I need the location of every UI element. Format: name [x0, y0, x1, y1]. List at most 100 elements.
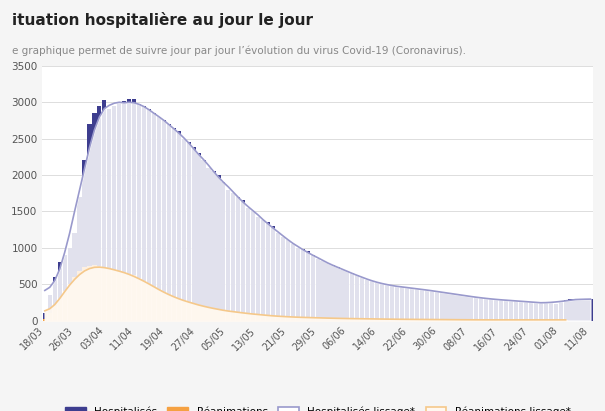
Bar — [375, 319, 379, 321]
Bar — [425, 290, 429, 321]
Bar — [73, 277, 77, 321]
Bar — [211, 171, 215, 321]
Bar — [350, 319, 355, 321]
Bar — [137, 104, 141, 321]
Bar — [296, 248, 300, 321]
Bar — [286, 317, 290, 321]
Bar — [405, 288, 409, 321]
Bar — [82, 268, 87, 321]
Bar — [469, 297, 474, 321]
Bar — [519, 301, 523, 321]
Bar — [48, 313, 52, 321]
Bar — [538, 303, 543, 321]
Bar — [509, 300, 513, 321]
Bar — [117, 102, 122, 321]
Bar — [221, 182, 226, 321]
Bar — [489, 299, 493, 321]
Bar — [365, 319, 369, 321]
Bar — [563, 320, 567, 321]
Bar — [360, 319, 364, 321]
Bar — [325, 318, 330, 321]
Bar — [355, 319, 359, 321]
Bar — [157, 290, 161, 321]
Bar — [77, 271, 82, 321]
Bar — [385, 319, 389, 321]
Bar — [330, 318, 335, 321]
Bar — [306, 252, 310, 321]
Bar — [201, 306, 206, 321]
Bar — [454, 320, 459, 321]
Bar — [256, 315, 260, 321]
Bar — [321, 261, 325, 321]
Bar — [241, 201, 246, 321]
Bar — [390, 319, 394, 321]
Bar — [321, 318, 325, 321]
Bar — [400, 287, 404, 321]
Bar — [142, 281, 146, 321]
Bar — [276, 316, 280, 321]
Bar — [132, 99, 136, 321]
Bar — [306, 318, 310, 321]
Bar — [325, 263, 330, 321]
Bar — [206, 168, 211, 321]
Bar — [226, 189, 231, 321]
Bar — [310, 318, 315, 321]
Bar — [554, 304, 558, 321]
Bar — [405, 319, 409, 321]
Bar — [430, 319, 434, 321]
Bar — [147, 109, 151, 321]
Bar — [152, 113, 156, 321]
Bar — [544, 320, 548, 321]
Bar — [261, 315, 265, 321]
Bar — [62, 255, 67, 321]
Bar — [574, 299, 578, 321]
Bar — [192, 304, 196, 321]
Bar — [276, 233, 280, 321]
Bar — [97, 266, 102, 321]
Bar — [445, 320, 449, 321]
Bar — [489, 320, 493, 321]
Bar — [434, 320, 439, 321]
Bar — [266, 316, 270, 321]
Bar — [142, 106, 146, 321]
Bar — [549, 320, 553, 321]
Bar — [360, 277, 364, 321]
Bar — [211, 309, 215, 321]
Bar — [335, 268, 339, 321]
Bar — [286, 240, 290, 321]
Bar — [345, 319, 350, 321]
Bar — [53, 277, 57, 321]
Bar — [504, 320, 508, 321]
Bar — [43, 319, 47, 321]
Bar — [73, 233, 77, 321]
Bar — [301, 317, 305, 321]
Bar — [474, 297, 479, 321]
Bar — [62, 291, 67, 321]
Text: ituation hospitalière au jour le jour: ituation hospitalière au jour le jour — [12, 12, 313, 28]
Bar — [414, 319, 419, 321]
Bar — [97, 106, 102, 321]
Bar — [390, 286, 394, 321]
Bar — [43, 313, 47, 321]
Bar — [147, 284, 151, 321]
Bar — [217, 309, 221, 321]
Bar — [439, 320, 443, 321]
Bar — [251, 211, 255, 321]
Bar — [246, 208, 250, 321]
Bar — [588, 300, 592, 321]
Bar — [48, 295, 52, 321]
Bar — [117, 271, 122, 321]
Bar — [558, 301, 563, 321]
Bar — [251, 314, 255, 321]
Bar — [450, 320, 454, 321]
Bar — [281, 237, 285, 321]
Bar — [261, 220, 265, 321]
Bar — [558, 320, 563, 321]
Bar — [524, 302, 528, 321]
Bar — [122, 272, 126, 321]
Bar — [107, 268, 111, 321]
Bar — [544, 303, 548, 321]
Bar — [380, 284, 384, 321]
Bar — [345, 271, 350, 321]
Bar — [87, 124, 91, 321]
